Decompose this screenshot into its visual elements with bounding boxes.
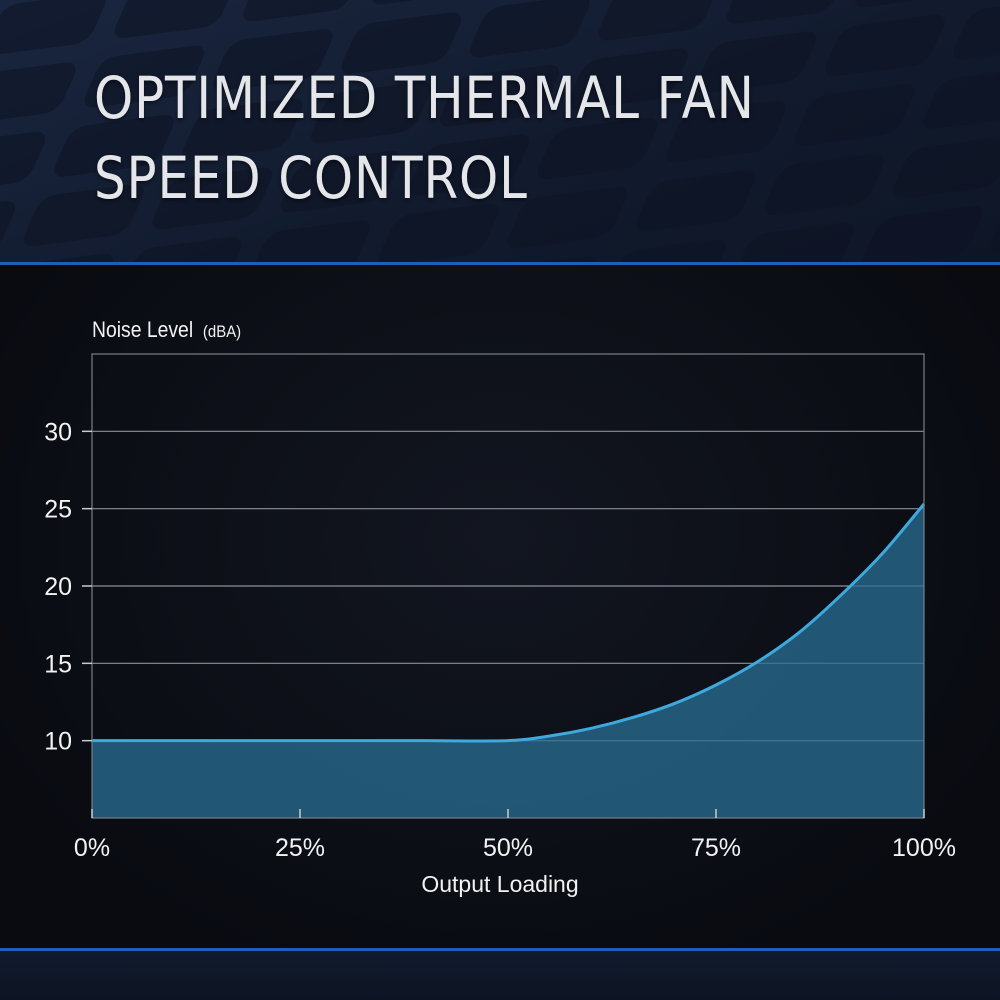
x-tick-label-4: 100% [892,834,956,862]
y-tick-label-2: 20 [44,573,72,601]
x-tick-label-1: 25% [275,834,325,862]
y-axis-unit: (dBA) [203,323,241,341]
series-area [92,504,924,818]
x-axis-label: Output Loading [421,871,578,897]
y-tick-label-4: 30 [44,418,72,446]
x-tick-label-0: 0% [74,834,110,862]
header-banner: OPTIMIZED THERMAL FAN SPEED CONTROL [0,0,1000,262]
x-tick-label-2: 50% [483,834,533,862]
footer-divider [0,948,1000,951]
y-axis-label: Noise Level (dBA) [92,318,241,342]
axis-ticks: 10 15 20 25 30 0% 25% 50% 75% 100% [44,418,956,862]
footer-band [0,951,1000,1000]
y-tick-label-1: 15 [44,650,72,678]
series-line [92,503,926,743]
y-tick-label-0: 10 [44,728,72,756]
y-tick-label-3: 25 [44,496,72,524]
background-pattern [0,0,1000,262]
y-axis-label-text: Noise Level [92,318,193,342]
page-title: OPTIMIZED THERMAL FAN SPEED CONTROL [94,64,755,212]
header-divider [0,262,1000,265]
x-tick-label-3: 75% [691,834,741,862]
